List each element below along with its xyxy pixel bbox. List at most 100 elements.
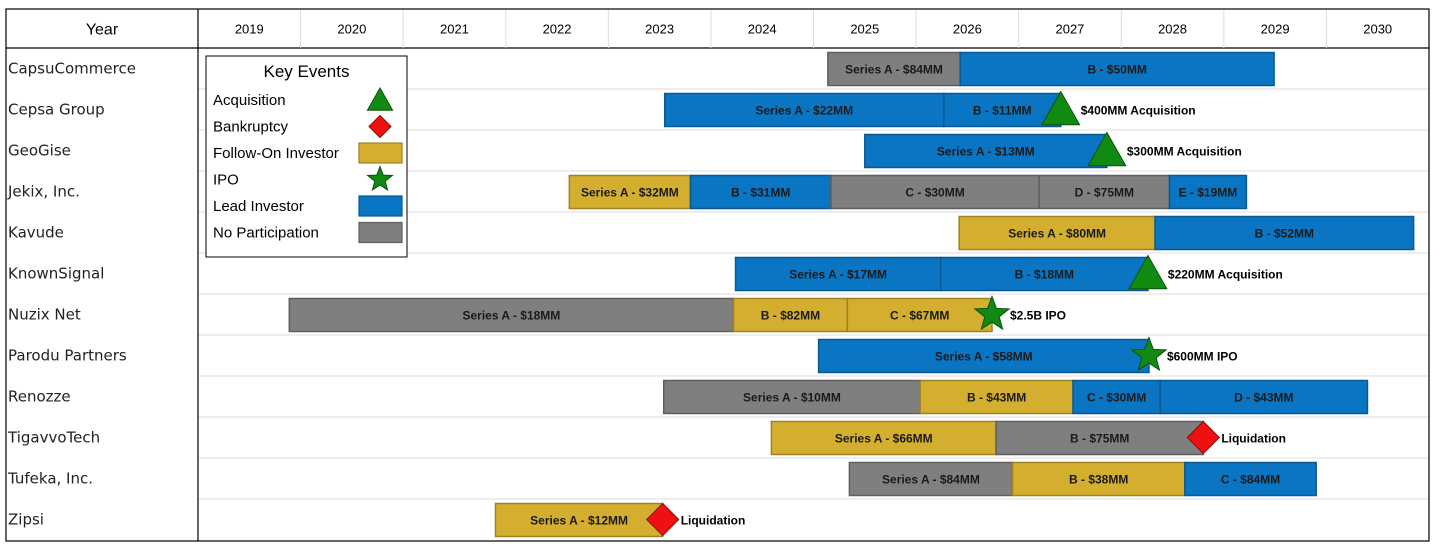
header-year-label: Year bbox=[86, 22, 119, 39]
funding-segment-bar bbox=[959, 51, 1275, 87]
funding-segment-label: D - $43MM bbox=[1234, 391, 1293, 405]
legend: Key Events Acquisition Bankruptcy Follow-On… bbox=[205, 55, 408, 258]
year-tick-label: 2022 bbox=[543, 22, 572, 37]
ipo-star-marker bbox=[1130, 336, 1168, 372]
funding-segment-bar bbox=[1168, 174, 1248, 210]
legend-title: Key Events bbox=[264, 62, 350, 81]
funding-segment-bar bbox=[734, 256, 942, 292]
company-name: Jekix, Inc. bbox=[7, 183, 80, 201]
funding-segment-bar bbox=[1159, 379, 1369, 415]
funding-segment-label: Series A - $32MM bbox=[581, 186, 679, 200]
company-name: CapsuCommerce bbox=[8, 60, 136, 78]
funding-segment-bar bbox=[664, 92, 945, 128]
company-name: GeoGise bbox=[8, 142, 71, 160]
event-label: $300MM Acquisition bbox=[1127, 145, 1242, 159]
company-name: Zipsi bbox=[8, 511, 44, 529]
funding-segment-bar bbox=[689, 174, 832, 210]
company-name: KnownSignal bbox=[8, 265, 104, 283]
year-tick-label: 2020 bbox=[337, 22, 366, 37]
legend-item-label: Acquisition bbox=[213, 92, 286, 109]
company-row: KnownSignal Series A - $17MM B - $18MM $220… bbox=[8, 254, 1283, 292]
company-row: Kavude Series A - $80MM B - $52MM bbox=[8, 215, 1415, 251]
funding-segment-label: B - $82MM bbox=[761, 309, 820, 323]
acquisition-triangle-marker bbox=[1128, 254, 1168, 290]
company-row: GeoGise Series A - $13MM $300MM Acquisitio… bbox=[8, 131, 1242, 169]
funding-segment-label: E - $19MM bbox=[1179, 186, 1238, 200]
funding-segment-label: B - $75MM bbox=[1070, 432, 1129, 446]
company-row: Jekix, Inc. Series A - $32MM B - $31MM C - … bbox=[7, 174, 1248, 210]
funding-segment-bar bbox=[1038, 174, 1171, 210]
company-name: TigavvoTech bbox=[7, 429, 100, 447]
year-tick-label: 2021 bbox=[440, 22, 469, 37]
legend-item: Follow-On Investor bbox=[213, 142, 403, 164]
funding-segment-label: Series A - $84MM bbox=[882, 473, 980, 487]
legend-item: IPO bbox=[213, 165, 394, 192]
legend-item: No Participation bbox=[213, 221, 403, 244]
legend-item-label: IPO bbox=[213, 172, 239, 189]
funding-segment-bar bbox=[943, 92, 1062, 128]
legend-star-icon bbox=[366, 165, 394, 192]
legend-item-label: Follow-On Investor bbox=[213, 145, 339, 162]
funding-segment-label: Series A - $10MM bbox=[743, 391, 841, 405]
funding-segment-label: B - $52MM bbox=[1255, 227, 1314, 241]
funding-segment-label: Series A - $80MM bbox=[1008, 227, 1106, 241]
legend-item: Lead Investor bbox=[213, 195, 403, 217]
funding-segment-label: C - $30MM bbox=[905, 186, 964, 200]
chart-frame bbox=[5, 8, 1430, 542]
funding-segment-bar bbox=[1011, 461, 1186, 497]
funding-segment-label: Series A - $17MM bbox=[789, 268, 887, 282]
funding-segment-label: B - $43MM bbox=[967, 391, 1026, 405]
company-name: Cepsa Group bbox=[8, 101, 105, 119]
legend-item: Bankruptcy bbox=[213, 114, 392, 139]
funding-segment-label: Series A - $12MM bbox=[530, 514, 628, 528]
funding-segment-bar bbox=[830, 174, 1040, 210]
funding-segment-label: Series A - $22MM bbox=[755, 104, 853, 118]
funding-segment-bar bbox=[995, 420, 1205, 456]
acquisition-triangle-marker bbox=[1087, 131, 1127, 167]
company-name: Nuzix Net bbox=[8, 306, 81, 324]
funding-segment-label: Series A - $13MM bbox=[937, 145, 1035, 159]
company-rows: CapsuCommerce Series A - $84MM B - $50MM Ce… bbox=[7, 51, 1415, 538]
company-row: Cepsa Group Series A - $22MM B - $11MM $400… bbox=[8, 90, 1196, 128]
company-name: Parodu Partners bbox=[8, 347, 127, 365]
event-label: $220MM Acquisition bbox=[1168, 268, 1283, 282]
funding-segment-bar bbox=[662, 379, 921, 415]
year-tick-label: 2019 bbox=[235, 22, 264, 37]
legend-swatch bbox=[358, 142, 403, 164]
funding-segment-bar bbox=[864, 133, 1108, 169]
company-row: Tufeka, Inc. Series A - $84MM B - $38MM C -… bbox=[7, 461, 1317, 497]
funding-segment-label: B - $11MM bbox=[973, 104, 1032, 118]
event-label: $400MM Acquisition bbox=[1081, 104, 1196, 118]
funding-segment-bar bbox=[848, 461, 1014, 497]
funding-segment-label: B - $38MM bbox=[1069, 473, 1128, 487]
funding-segment-label: C - $30MM bbox=[1087, 391, 1146, 405]
funding-segment-label: C - $84MM bbox=[1221, 473, 1280, 487]
funding-segment-label: Series A - $66MM bbox=[835, 432, 933, 446]
funding-segment-label: Series A - $18MM bbox=[462, 309, 560, 323]
legend-triangle-icon bbox=[366, 86, 394, 111]
year-tick-label: 2026 bbox=[953, 22, 982, 37]
event-label: $2.5B IPO bbox=[1010, 309, 1066, 323]
year-tick-label: 2028 bbox=[1158, 22, 1187, 37]
funding-segment-label: B - $18MM bbox=[1015, 268, 1074, 282]
company-row: Zipsi Series A - $12MM Liquidation bbox=[8, 502, 745, 538]
funding-segment-bar bbox=[568, 174, 692, 210]
company-name: Kavude bbox=[8, 224, 64, 242]
funding-segment-label: B - $50MM bbox=[1087, 63, 1146, 77]
funding-segment-label: Series A - $58MM bbox=[935, 350, 1033, 364]
funding-segment-bar bbox=[939, 256, 1149, 292]
funding-segment-bar bbox=[770, 420, 997, 456]
legend-diamond-icon bbox=[368, 114, 392, 139]
funding-segment-bar bbox=[1154, 215, 1415, 251]
funding-segment-bar bbox=[1184, 461, 1317, 497]
year-tick-label: 2029 bbox=[1261, 22, 1290, 37]
legend-item-label: Lead Investor bbox=[213, 198, 304, 215]
legend-swatch bbox=[358, 221, 403, 244]
event-label: $600MM IPO bbox=[1167, 350, 1238, 364]
legend-swatch bbox=[358, 195, 403, 217]
company-row: Nuzix Net Series A - $18MM B - $82MM C - $6… bbox=[8, 295, 1066, 333]
bankruptcy-diamond-marker bbox=[1186, 420, 1221, 455]
funding-segment-label: B - $31MM bbox=[731, 186, 790, 200]
funding-segment-bar bbox=[732, 297, 849, 333]
